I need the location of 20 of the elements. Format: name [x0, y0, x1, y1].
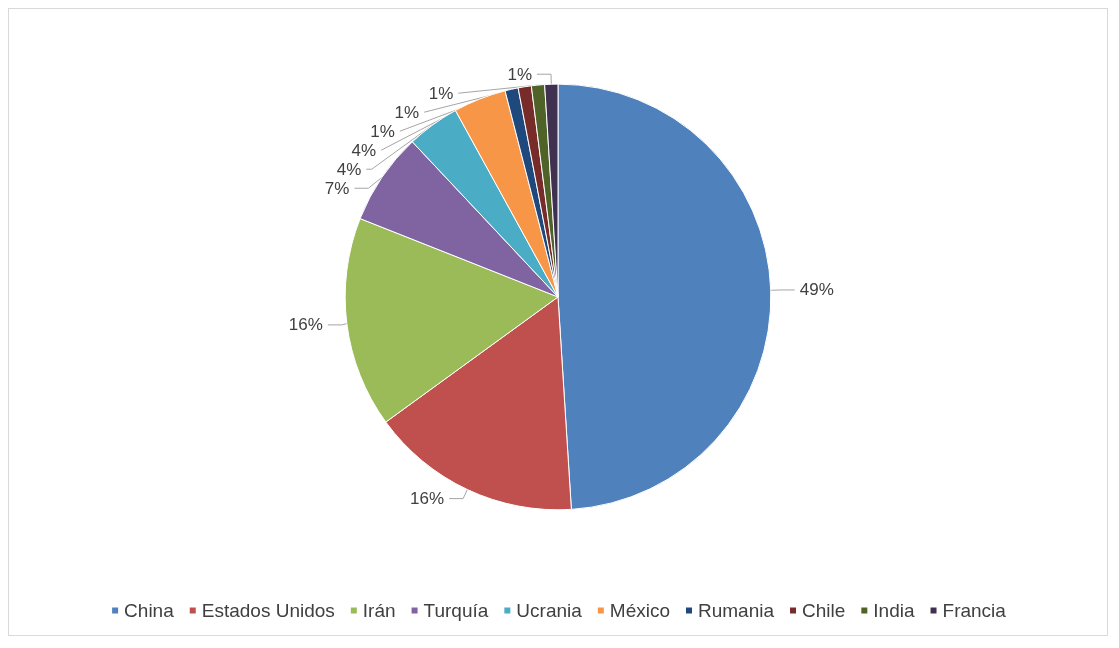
data-label: 49%: [799, 280, 834, 300]
data-label: 1%: [394, 102, 420, 122]
data-label: 1%: [507, 64, 532, 84]
data-label: 4%: [351, 140, 377, 160]
data-label: 1%: [370, 121, 395, 141]
legend-label: Chile: [802, 600, 846, 621]
data-label: 16%: [288, 315, 323, 335]
legend-label: Estados Unidos: [201, 600, 335, 621]
data-label: 7%: [324, 178, 350, 198]
legend-label: México: [609, 600, 670, 621]
legend-label: Francia: [942, 600, 1007, 621]
legend-label: India: [873, 600, 915, 621]
legend-label: Rumania: [698, 600, 775, 621]
legend-label: Turquía: [423, 600, 489, 621]
legend-label: Ucrania: [516, 600, 583, 621]
data-label: 1%: [428, 83, 454, 103]
legend-label: China: [124, 600, 175, 621]
data-label: 16%: [410, 489, 445, 509]
data-label: 4%: [336, 159, 362, 179]
legend-label: Irán: [362, 600, 396, 621]
